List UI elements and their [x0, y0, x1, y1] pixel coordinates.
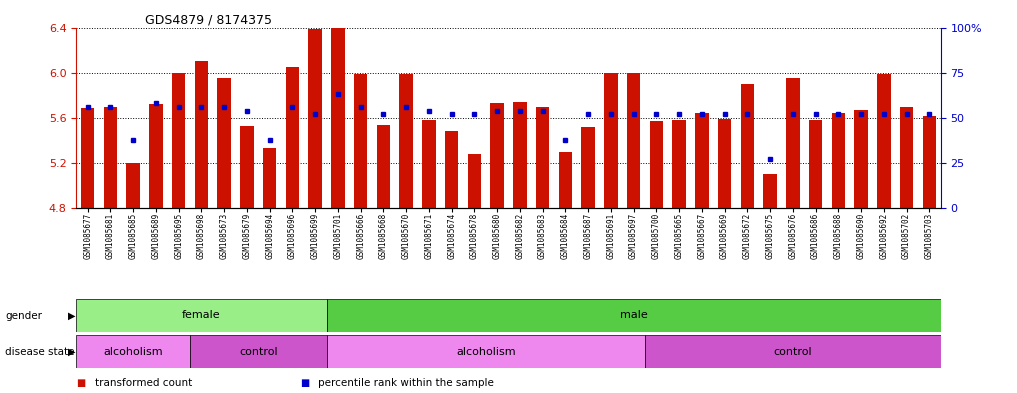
Bar — [558, 152, 573, 208]
Bar — [645, 335, 941, 368]
Bar — [718, 119, 731, 208]
Text: transformed count: transformed count — [95, 378, 192, 388]
Bar — [326, 299, 941, 332]
Bar — [104, 107, 117, 208]
Bar — [240, 126, 253, 208]
Bar — [490, 103, 504, 208]
Bar — [190, 335, 326, 368]
Text: GSM1085675: GSM1085675 — [766, 213, 775, 259]
Text: ■: ■ — [300, 378, 309, 388]
Text: ▶: ▶ — [68, 347, 75, 357]
Text: GDS4879 / 8174375: GDS4879 / 8174375 — [145, 13, 273, 26]
Bar — [354, 74, 367, 208]
Text: GSM1085692: GSM1085692 — [880, 213, 889, 259]
Bar — [764, 174, 777, 208]
Bar — [218, 78, 231, 208]
Bar — [468, 154, 481, 208]
Text: GSM1085668: GSM1085668 — [379, 213, 387, 259]
Text: GSM1085676: GSM1085676 — [788, 213, 797, 259]
Text: GSM1085666: GSM1085666 — [356, 213, 365, 259]
Bar — [444, 131, 459, 208]
Text: GSM1085698: GSM1085698 — [197, 213, 205, 259]
Bar — [172, 73, 185, 208]
Text: female: female — [182, 310, 221, 320]
Text: GSM1085691: GSM1085691 — [606, 213, 615, 259]
Text: GSM1085687: GSM1085687 — [584, 213, 593, 259]
Text: GSM1085694: GSM1085694 — [265, 213, 275, 259]
Bar — [672, 120, 685, 208]
Text: disease state: disease state — [5, 347, 74, 357]
Text: GSM1085682: GSM1085682 — [516, 213, 525, 259]
Text: GSM1085677: GSM1085677 — [83, 213, 93, 259]
Text: ▶: ▶ — [68, 310, 75, 321]
Text: alcoholism: alcoholism — [104, 347, 163, 356]
Bar — [900, 107, 913, 208]
Text: GSM1085673: GSM1085673 — [220, 213, 229, 259]
Bar — [126, 163, 140, 208]
Bar — [650, 121, 663, 208]
Text: GSM1085690: GSM1085690 — [856, 213, 865, 259]
Bar — [76, 335, 190, 368]
Text: percentile rank within the sample: percentile rank within the sample — [318, 378, 494, 388]
Text: GSM1085703: GSM1085703 — [924, 213, 934, 259]
Text: GSM1085689: GSM1085689 — [152, 213, 161, 259]
Text: GSM1085699: GSM1085699 — [310, 213, 319, 259]
Bar — [422, 120, 435, 208]
Bar — [854, 110, 868, 208]
Bar — [604, 73, 617, 208]
Text: control: control — [239, 347, 278, 356]
Text: alcoholism: alcoholism — [456, 347, 516, 356]
Text: GSM1085684: GSM1085684 — [560, 213, 570, 259]
Text: GSM1085688: GSM1085688 — [834, 213, 843, 259]
Bar — [194, 61, 208, 208]
Text: GSM1085697: GSM1085697 — [630, 213, 638, 259]
Bar — [582, 127, 595, 208]
Text: GSM1085695: GSM1085695 — [174, 213, 183, 259]
Bar — [809, 120, 823, 208]
Bar — [400, 74, 413, 208]
Text: GSM1085671: GSM1085671 — [424, 213, 433, 259]
Text: GSM1085665: GSM1085665 — [674, 213, 683, 259]
Bar — [326, 335, 645, 368]
Bar — [76, 299, 326, 332]
Text: GSM1085670: GSM1085670 — [402, 213, 411, 259]
Text: male: male — [619, 310, 648, 320]
Bar — [786, 78, 799, 208]
Bar — [740, 84, 755, 208]
Text: GSM1085680: GSM1085680 — [492, 213, 501, 259]
Text: GSM1085702: GSM1085702 — [902, 213, 911, 259]
Bar — [308, 29, 322, 208]
Text: GSM1085672: GSM1085672 — [742, 213, 752, 259]
Text: GSM1085701: GSM1085701 — [334, 213, 343, 259]
Bar — [695, 114, 709, 208]
Bar — [262, 149, 277, 208]
Bar — [536, 107, 549, 208]
Bar — [922, 116, 937, 208]
Bar — [80, 108, 95, 208]
Text: GSM1085669: GSM1085669 — [720, 213, 729, 259]
Text: GSM1085685: GSM1085685 — [128, 213, 137, 259]
Text: GSM1085674: GSM1085674 — [447, 213, 457, 259]
Bar — [149, 105, 163, 208]
Text: control: control — [774, 347, 813, 356]
Text: gender: gender — [5, 310, 42, 321]
Text: GSM1085696: GSM1085696 — [288, 213, 297, 259]
Bar — [513, 102, 527, 208]
Text: GSM1085686: GSM1085686 — [812, 213, 820, 259]
Text: GSM1085681: GSM1085681 — [106, 213, 115, 259]
Bar — [626, 73, 641, 208]
Bar — [286, 67, 299, 208]
Text: GSM1085667: GSM1085667 — [698, 213, 707, 259]
Text: GSM1085678: GSM1085678 — [470, 213, 479, 259]
Bar — [877, 74, 891, 208]
Text: GSM1085683: GSM1085683 — [538, 213, 547, 259]
Bar — [832, 114, 845, 208]
Bar — [332, 0, 345, 208]
Bar — [376, 125, 391, 208]
Text: ■: ■ — [76, 378, 85, 388]
Text: GSM1085679: GSM1085679 — [242, 213, 251, 259]
Text: GSM1085700: GSM1085700 — [652, 213, 661, 259]
